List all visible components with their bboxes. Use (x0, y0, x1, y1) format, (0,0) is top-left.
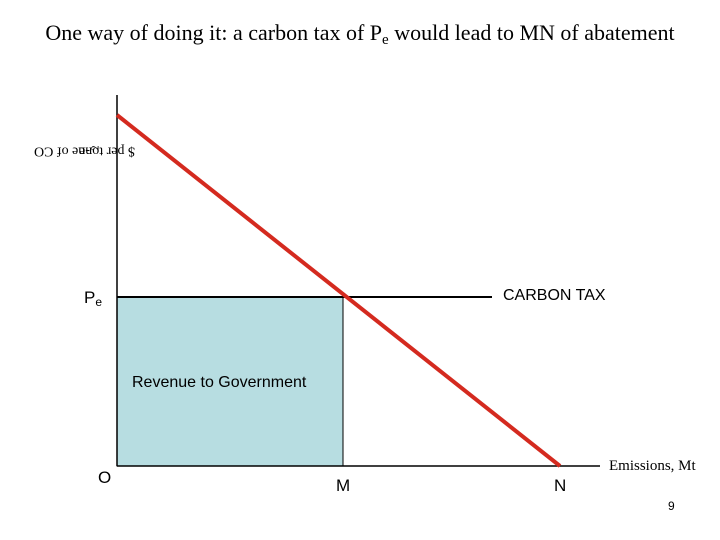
demand-line (115, 113, 562, 468)
revenue-area (116, 296, 344, 467)
carbon-tax-label: CARBON TAX (503, 287, 606, 304)
x-axis-label: Emissions, Mt (609, 458, 696, 474)
page-number: 9 (668, 499, 675, 513)
revenue-label: Revenue to Government (132, 374, 307, 391)
point-n-label: N (554, 476, 567, 495)
price-label-pe: Pe (84, 288, 103, 309)
slide-title: One way of doing it: a carbon tax of Pe … (45, 20, 675, 48)
origin-label: O (98, 468, 112, 487)
point-m-label: M (336, 476, 351, 495)
